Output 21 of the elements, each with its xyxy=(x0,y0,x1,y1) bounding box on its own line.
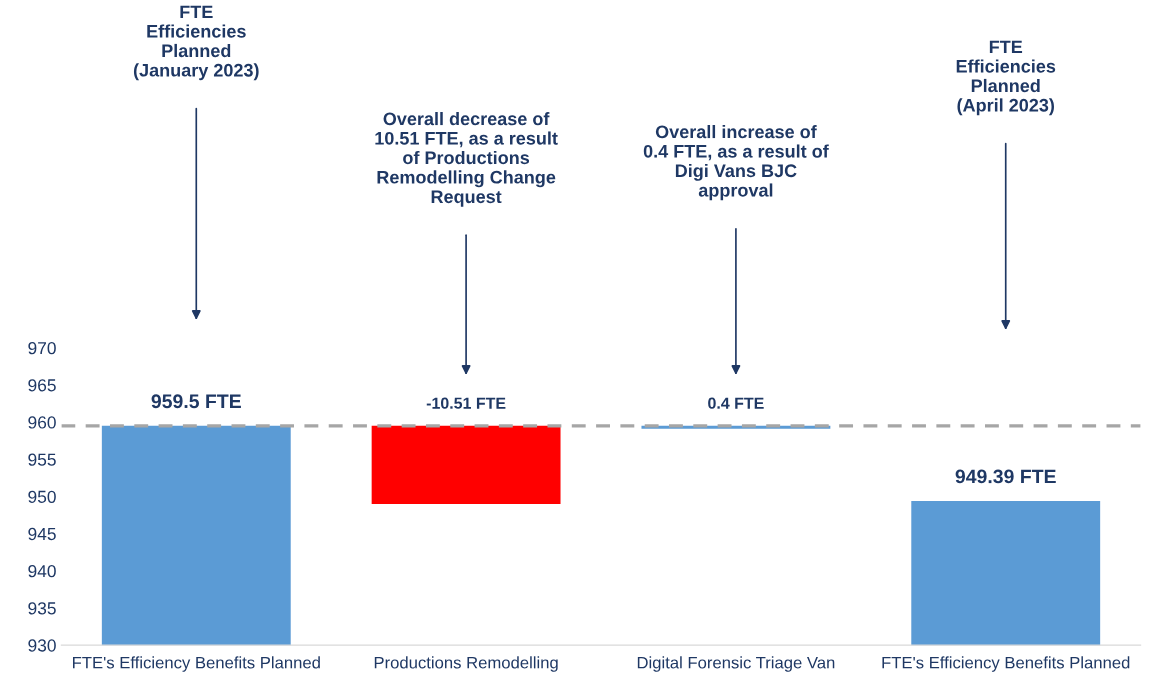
data-label: 0.4 FTE xyxy=(708,397,764,409)
y-tick-label: 930 xyxy=(28,639,56,652)
y-tick-label: 940 xyxy=(28,565,56,578)
y-tick-label: 955 xyxy=(28,453,56,466)
y-tick-label: 945 xyxy=(28,527,56,541)
y-tick-label: 950 xyxy=(28,490,56,503)
y-tick-label: 965 xyxy=(28,379,56,392)
data-label: 949.39 FTE xyxy=(955,469,1056,484)
x-tick-label: Digital Forensic Triage Van xyxy=(637,656,835,672)
text: FTE Efficiencies Planned (April 2023) xyxy=(956,40,1056,116)
data-label: -10.51 FTE xyxy=(426,397,506,409)
data-label: 959.5 FTE xyxy=(151,394,241,409)
x-tick-label: Productions Remodelling xyxy=(374,656,558,672)
text: Overall decrease of 10.51 FTE, as a result of Productions Remodelling Change Request xyxy=(375,112,558,207)
y-tick-label: 935 xyxy=(28,602,56,615)
y-tick-label: 970 xyxy=(28,341,56,355)
x-tick-label: FTE's Efficiency Benefits Planned xyxy=(882,656,1130,672)
y-tick-label: 960 xyxy=(28,416,56,429)
text: Overall increase of 0.4 FTE, as a result of Digi Vans BJC approval xyxy=(643,125,829,201)
text: FTE Efficiencies Planned (January 2023) xyxy=(133,5,259,81)
x-tick-label: FTE's Efficiency Benefits Planned xyxy=(73,656,320,672)
